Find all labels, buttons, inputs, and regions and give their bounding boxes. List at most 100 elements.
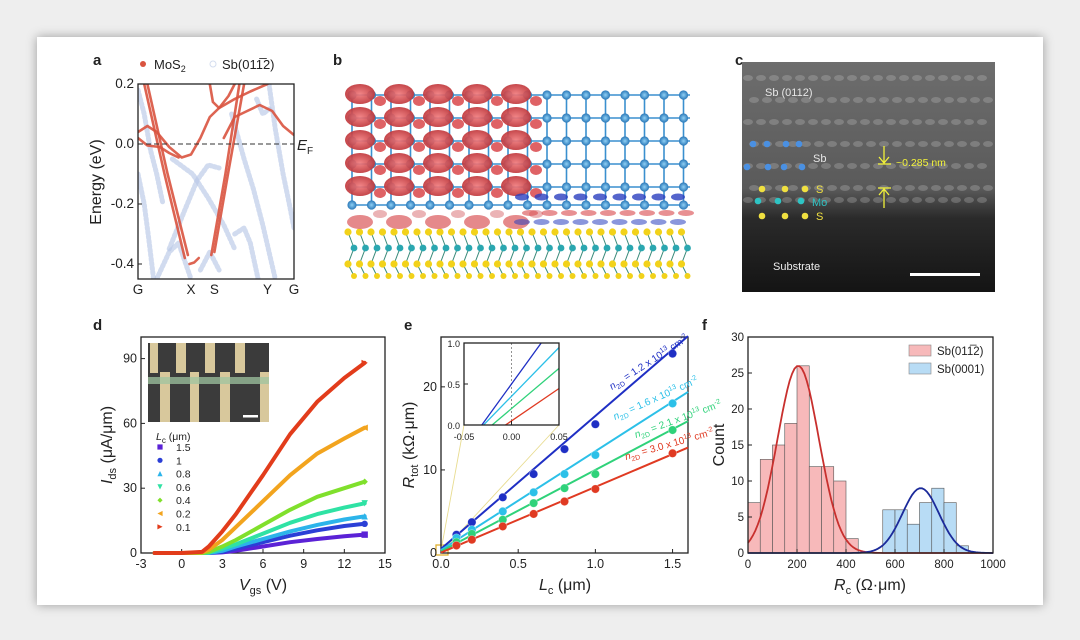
mos2-bond: [565, 231, 574, 277]
s-atom: [562, 260, 571, 268]
charge-accumulation: [501, 130, 531, 150]
s-atom: [551, 228, 559, 236]
legend-label: 0.1: [176, 522, 191, 534]
sb-atom: [639, 159, 650, 169]
lattice-spot: [801, 141, 811, 147]
mo-atom: [419, 244, 427, 252]
y-axis-label-f: Count: [711, 423, 728, 466]
label-part: n: [608, 380, 619, 392]
s-atom: [390, 260, 398, 268]
s-atom: [604, 273, 610, 279]
mos2-bond: [439, 231, 447, 277]
panel-label-a: a: [93, 52, 102, 69]
x-tick-label: 1.0: [587, 557, 604, 571]
sb-atom: [386, 200, 396, 210]
charge-accumulation: [374, 165, 386, 175]
zoom-guide-line: [441, 424, 465, 546]
data-point: [668, 448, 678, 458]
sb-atom: [581, 159, 591, 169]
y-tick-label: 20: [423, 380, 437, 394]
tem-label-sb-orientation: Sb (0112): [765, 87, 813, 99]
inset-plot: [481, 343, 559, 425]
mos2-bond: [462, 231, 470, 277]
legend-marker: [157, 484, 163, 490]
lattice-spot: [866, 97, 876, 103]
charge-accumulation: [452, 96, 464, 106]
y-tick-label: 10: [423, 463, 437, 477]
lattice-spot: [873, 75, 883, 81]
x-tick-label: 3: [219, 557, 226, 571]
mos2-bond: [519, 231, 528, 277]
y-tick-label: 25: [731, 368, 744, 380]
lattice-spot: [983, 185, 993, 191]
s-atom: [608, 260, 617, 268]
s-atom: [447, 260, 456, 268]
charge-accumulation: [413, 142, 425, 152]
s-atom: [643, 228, 651, 236]
mos2-bond: [427, 231, 436, 277]
sb-atom-marker: [795, 140, 803, 148]
s-atom: [528, 260, 536, 268]
s-atom: [597, 228, 605, 236]
legend-label: 0.4: [176, 495, 191, 507]
y-axis-label-a: Energy (eV): [88, 139, 105, 224]
s-atom: [516, 260, 525, 268]
charge-accumulation: [384, 130, 414, 150]
sb-atom: [600, 136, 611, 146]
sb-atom: [581, 182, 591, 192]
mos2-bond: [623, 231, 631, 277]
mo-atom: [408, 244, 415, 252]
tem-label-s-top: S: [816, 184, 823, 196]
data-point: [559, 483, 569, 493]
panel-b-structure-diagram: [344, 84, 694, 279]
label-part: n: [624, 451, 633, 463]
x-tick-label: 400: [836, 559, 855, 571]
lattice-spot: [847, 75, 857, 81]
sb-atom: [581, 90, 591, 100]
lattice-spot: [860, 197, 870, 203]
sb-atom: [522, 200, 533, 210]
mos2-channel: [148, 377, 269, 384]
lattice-spot: [964, 119, 974, 125]
lattice-spot: [892, 185, 902, 191]
s-atom: [654, 228, 663, 236]
x-axis-label-e: Lc (μm): [539, 577, 591, 597]
lattice-spot: [821, 75, 831, 81]
s-atom-marker: [758, 185, 766, 193]
legend-label: 0.2: [176, 509, 191, 521]
charge-accumulation: [413, 165, 425, 175]
charge-accumulation: [345, 153, 375, 173]
sb-atom: [561, 90, 572, 100]
charge-accumulation: [491, 165, 503, 175]
s-atom: [569, 273, 576, 279]
lattice-spot: [775, 141, 785, 147]
lattice-spot: [892, 97, 902, 103]
data-point: [467, 535, 477, 545]
legend-label: 0.6: [176, 482, 191, 494]
lattice-spot: [964, 163, 974, 169]
inset-fit-line: [504, 387, 559, 425]
x-tick-label: 0.5: [509, 557, 526, 571]
s-atom: [654, 260, 663, 268]
mos2-bond: [508, 231, 516, 277]
legend-label: 1.5: [176, 442, 191, 454]
s-atom: [512, 273, 518, 279]
data-point: [559, 496, 569, 506]
sb-atom-marker: [749, 140, 757, 148]
s-atom: [344, 228, 352, 236]
s-atom: [436, 228, 444, 236]
charge-depletion: [651, 193, 666, 201]
legend-marker: [157, 524, 163, 530]
mo-atom: [350, 244, 358, 252]
x-tick-label: 9: [300, 557, 307, 571]
sb-atom: [542, 159, 552, 169]
s-atom: [562, 228, 571, 236]
s-atom: [447, 228, 456, 236]
s-atom: [677, 260, 686, 268]
charge-accumulation: [423, 130, 453, 150]
inset-fit-line: [481, 343, 542, 425]
charge-accumulation: [530, 119, 542, 129]
sb-atom: [620, 200, 630, 210]
lattice-spot: [964, 75, 974, 81]
data-point: [668, 425, 678, 435]
